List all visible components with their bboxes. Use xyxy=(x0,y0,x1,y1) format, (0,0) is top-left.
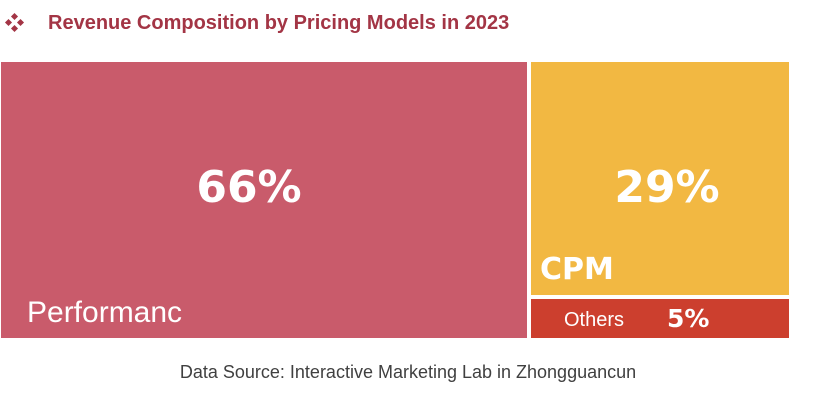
segment-cpm: 29% CPM xyxy=(531,62,789,295)
segment-performance-value: 66% xyxy=(196,162,302,213)
diamond-bullet-icon xyxy=(4,12,25,33)
segment-cpm-value: 29% xyxy=(614,162,720,213)
segment-performance-label: Performanc xyxy=(27,296,183,329)
chart-title: Revenue Composition by Pricing Models in… xyxy=(48,11,510,34)
data-source: Data Source: Interactive Marketing Lab i… xyxy=(179,362,637,382)
segment-performance: 66% Performanc xyxy=(1,62,527,338)
segment-cpm-label: CPM xyxy=(540,252,614,287)
title-row: Revenue Composition by Pricing Models in… xyxy=(4,9,510,37)
segment-others-label: Others xyxy=(564,309,625,331)
segment-others: Others 5% xyxy=(531,299,789,338)
segment-others-value: 5% xyxy=(667,304,710,333)
